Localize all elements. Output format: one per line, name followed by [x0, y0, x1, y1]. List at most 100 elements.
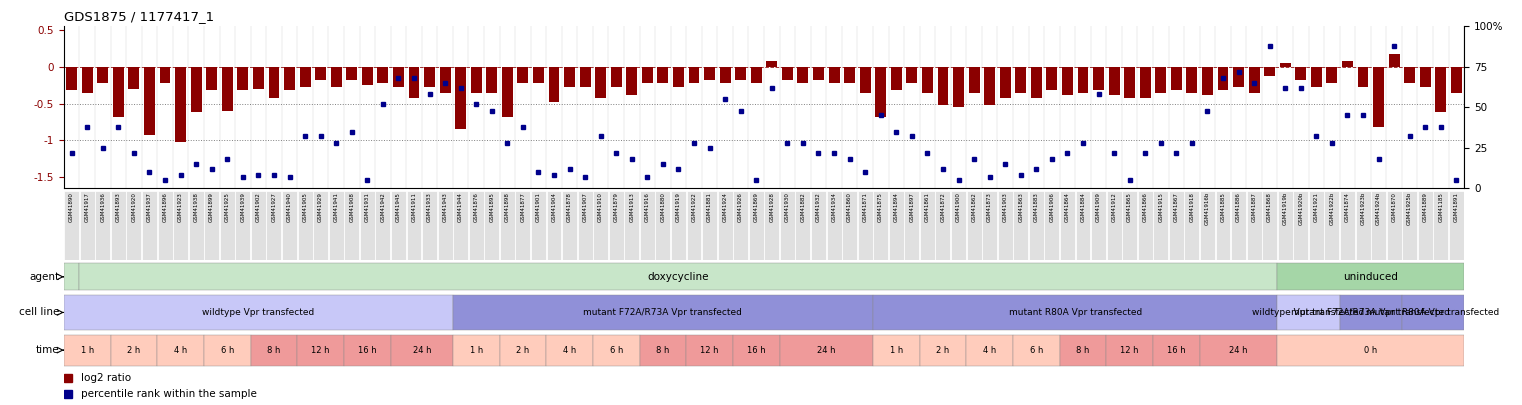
FancyBboxPatch shape [1199, 191, 1215, 260]
Text: GSM41943: GSM41943 [443, 192, 447, 222]
Text: doxycycline: doxycycline [648, 272, 709, 282]
FancyBboxPatch shape [516, 191, 530, 260]
Text: GSM41872: GSM41872 [941, 192, 945, 222]
Text: time: time [35, 345, 59, 355]
Text: 4 h: 4 h [174, 345, 187, 355]
FancyBboxPatch shape [1154, 191, 1169, 260]
FancyBboxPatch shape [779, 335, 874, 366]
Bar [393, 67, 403, 87]
FancyBboxPatch shape [874, 295, 1277, 330]
Bar [907, 67, 918, 83]
FancyBboxPatch shape [1216, 191, 1230, 260]
Bar [487, 67, 498, 93]
FancyBboxPatch shape [438, 191, 452, 260]
Text: GSM41923: GSM41923 [178, 192, 183, 222]
Text: GSM41874: GSM41874 [1345, 192, 1350, 222]
Bar [1218, 67, 1228, 90]
Text: GSM41875: GSM41875 [878, 192, 883, 222]
Bar [82, 67, 93, 93]
Text: 24 h: 24 h [1230, 345, 1248, 355]
Text: percentile rank within the sample: percentile rank within the sample [81, 389, 257, 399]
Bar [425, 67, 435, 87]
FancyBboxPatch shape [858, 191, 872, 260]
Text: 6 h: 6 h [609, 345, 622, 355]
Bar [362, 67, 373, 85]
FancyBboxPatch shape [826, 191, 842, 260]
FancyBboxPatch shape [966, 335, 1014, 366]
Text: 1 h: 1 h [890, 345, 903, 355]
FancyBboxPatch shape [764, 191, 779, 260]
FancyBboxPatch shape [594, 335, 639, 366]
Text: 24 h: 24 h [817, 345, 836, 355]
Text: 1 h: 1 h [470, 345, 482, 355]
FancyBboxPatch shape [1402, 295, 1464, 330]
Bar [1248, 67, 1260, 93]
FancyBboxPatch shape [1356, 191, 1370, 260]
Bar [330, 67, 341, 87]
Text: 8 h: 8 h [268, 345, 280, 355]
FancyBboxPatch shape [1014, 335, 1059, 366]
Bar [735, 67, 746, 80]
FancyBboxPatch shape [1138, 191, 1152, 260]
FancyBboxPatch shape [531, 191, 546, 260]
Text: GSM41913: GSM41913 [629, 192, 635, 222]
FancyBboxPatch shape [749, 191, 764, 260]
FancyBboxPatch shape [1231, 191, 1247, 260]
FancyBboxPatch shape [1309, 191, 1324, 260]
Bar [1388, 53, 1400, 67]
Text: GSM41901: GSM41901 [536, 192, 540, 222]
Bar [1327, 67, 1338, 83]
FancyBboxPatch shape [1278, 191, 1292, 260]
Bar [627, 67, 638, 95]
Text: GSM41908: GSM41908 [349, 192, 355, 222]
Bar [1420, 67, 1431, 87]
Text: 6 h: 6 h [221, 345, 234, 355]
Text: GSM41895: GSM41895 [489, 192, 495, 222]
Text: 1 h: 1 h [81, 345, 94, 355]
FancyBboxPatch shape [111, 191, 126, 260]
Bar [113, 67, 123, 117]
Text: wildtype Vpr transfected: wildtype Vpr transfected [202, 308, 315, 317]
Bar [1125, 67, 1135, 98]
Bar [175, 67, 186, 142]
Bar [985, 67, 995, 105]
Text: GSM41873: GSM41873 [988, 192, 992, 222]
Text: GSM41880: GSM41880 [661, 192, 665, 222]
Bar [968, 67, 980, 93]
Text: GSM41894: GSM41894 [893, 192, 900, 222]
FancyBboxPatch shape [391, 335, 454, 366]
Bar [128, 67, 140, 89]
Text: 2 h: 2 h [936, 345, 950, 355]
FancyBboxPatch shape [251, 335, 297, 366]
Text: GSM41920b: GSM41920b [1298, 192, 1303, 225]
FancyBboxPatch shape [1324, 191, 1339, 260]
Text: 8 h: 8 h [656, 345, 670, 355]
FancyBboxPatch shape [889, 191, 904, 260]
Text: GSM41878: GSM41878 [568, 192, 572, 222]
Bar [828, 67, 840, 83]
Text: GSM41897: GSM41897 [909, 192, 915, 222]
FancyBboxPatch shape [842, 191, 857, 260]
FancyBboxPatch shape [484, 191, 499, 260]
Bar [922, 67, 933, 93]
Text: GSM41916b: GSM41916b [1205, 192, 1210, 225]
Text: 24 h: 24 h [412, 345, 431, 355]
FancyBboxPatch shape [499, 191, 514, 260]
FancyBboxPatch shape [499, 335, 546, 366]
Text: wildtype Vpr transfected: wildtype Vpr transfected [1253, 308, 1365, 317]
Bar [300, 67, 310, 87]
Bar [705, 67, 715, 80]
Bar [408, 67, 420, 98]
FancyBboxPatch shape [344, 191, 359, 260]
Text: GSM41942: GSM41942 [380, 192, 385, 222]
FancyBboxPatch shape [639, 191, 654, 260]
FancyBboxPatch shape [904, 191, 919, 260]
Text: cell line: cell line [18, 307, 59, 318]
Bar [548, 67, 560, 102]
Text: GSM41938: GSM41938 [193, 192, 199, 222]
FancyBboxPatch shape [1044, 191, 1059, 260]
FancyBboxPatch shape [329, 191, 344, 260]
FancyBboxPatch shape [422, 191, 437, 260]
FancyBboxPatch shape [562, 191, 577, 260]
FancyBboxPatch shape [546, 191, 562, 260]
